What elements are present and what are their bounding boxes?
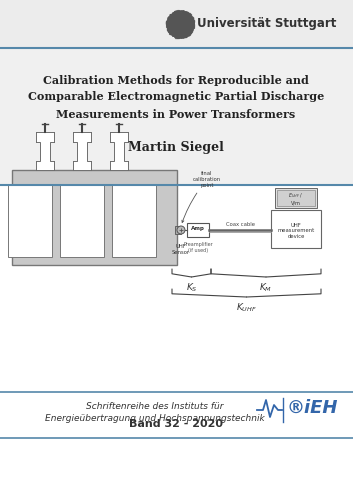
Text: Coax cable: Coax cable xyxy=(226,222,255,226)
Polygon shape xyxy=(110,132,128,170)
Text: final
calibration
point: final calibration point xyxy=(182,172,221,222)
Bar xyxy=(112,185,156,257)
Text: Measurements in Power Transformers: Measurements in Power Transformers xyxy=(56,108,295,120)
Text: Band 32 - 2020: Band 32 - 2020 xyxy=(129,419,223,429)
Bar xyxy=(60,185,104,257)
Text: $K_M$: $K_M$ xyxy=(259,281,273,293)
Bar xyxy=(187,223,209,237)
Text: Preamplifier
(if used): Preamplifier (if used) xyxy=(183,242,213,253)
Bar xyxy=(0,48,353,185)
Bar xyxy=(8,185,52,257)
Bar xyxy=(12,170,177,265)
Bar xyxy=(175,226,181,234)
Text: Amp: Amp xyxy=(191,226,205,231)
Circle shape xyxy=(177,226,185,234)
Text: $E_{UHF}$ /
V/m: $E_{UHF}$ / V/m xyxy=(288,190,304,206)
Text: Energieübertragung und Hochspannungstechnik: Energieübertragung und Hochspannungstech… xyxy=(45,414,265,423)
Bar xyxy=(0,0,353,48)
Polygon shape xyxy=(36,132,54,170)
Bar xyxy=(271,210,321,248)
Text: Martin Siegel: Martin Siegel xyxy=(128,142,224,154)
Text: Comparable Electromagnetic Partial Discharge: Comparable Electromagnetic Partial Disch… xyxy=(28,92,324,102)
Text: Calibration Methods for Reproducible and: Calibration Methods for Reproducible and xyxy=(43,74,309,86)
Text: UHF
Sensor: UHF Sensor xyxy=(172,244,190,255)
Text: ®iEH: ®iEH xyxy=(287,399,339,417)
Bar xyxy=(277,190,315,206)
Text: Schriftenreihe des Instituts für: Schriftenreihe des Instituts für xyxy=(86,402,224,411)
Bar xyxy=(275,188,317,208)
Text: $K_{UHF}$: $K_{UHF}$ xyxy=(236,301,257,314)
Polygon shape xyxy=(73,132,91,170)
Text: Universität Stuttgart: Universität Stuttgart xyxy=(197,18,336,30)
Text: $K_S$: $K_S$ xyxy=(186,281,197,293)
Text: UHF
measurement
device: UHF measurement device xyxy=(277,222,315,240)
